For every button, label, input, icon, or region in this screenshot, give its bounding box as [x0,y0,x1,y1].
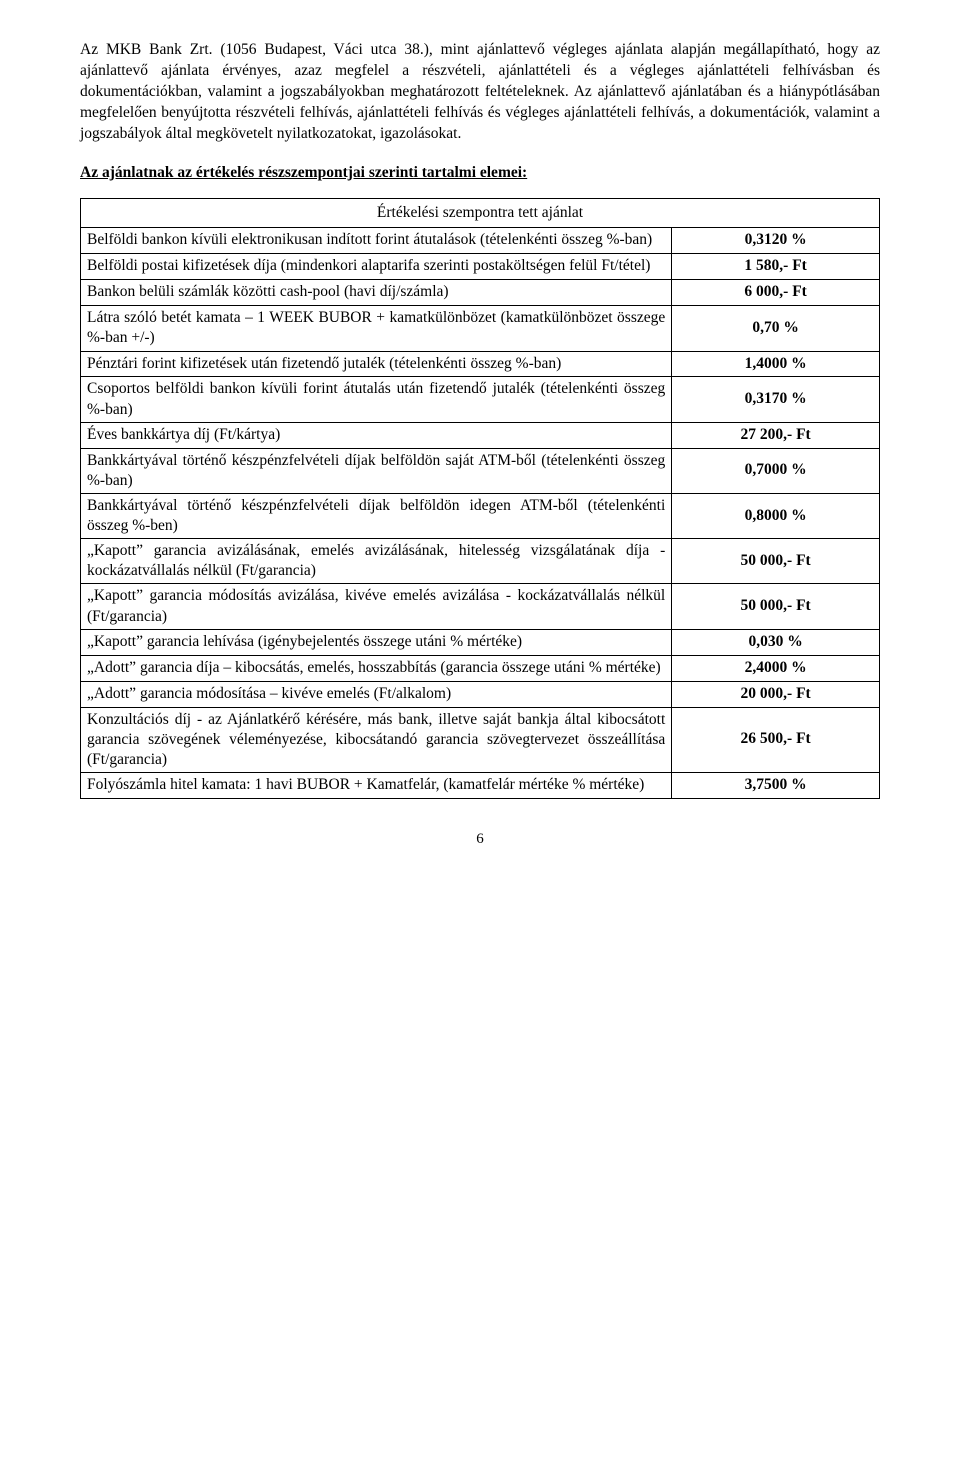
criterion-value: 1,4000 % [672,351,880,377]
criterion-label: Belföldi postai kifizetések díja (minden… [81,254,672,280]
criterion-label: Pénztári forint kifizetések után fizeten… [81,351,672,377]
criterion-label: Belföldi bankon kívüli elektronikusan in… [81,228,672,254]
table-row: Bankkártyával történő készpénzfelvételi … [81,493,880,538]
table-row: „Kapott” garancia avizálásának, emelés a… [81,539,880,584]
criterion-value: 0,70 % [672,306,880,351]
criterion-value: 50 000,- Ft [672,584,880,629]
criterion-value: 2,4000 % [672,655,880,681]
criterion-value: 0,7000 % [672,448,880,493]
table-header-text: Értékelési szempontra tett ajánlat [377,204,583,221]
table-row: Csoportos belföldi bankon kívüli forint … [81,377,880,422]
table-row: „Kapott” garancia módosítás avizálása, k… [81,584,880,629]
criterion-label: Konzultációs díj - az Ajánlatkérő kérésé… [81,707,672,772]
table-row: „Adott” garancia díja – kibocsátás, emel… [81,655,880,681]
table-row: Belföldi bankon kívüli elektronikusan in… [81,228,880,254]
criterion-value: 0,8000 % [672,493,880,538]
criterion-value: 0,030 % [672,629,880,655]
evaluation-subheading: Az ajánlatnak az értékelés részszempontj… [80,163,880,184]
table-row: Konzultációs díj - az Ajánlatkérő kérésé… [81,707,880,772]
criterion-value: 6 000,- Ft [672,280,880,306]
criterion-label: Látra szóló betét kamata – 1 WEEK BUBOR … [81,306,672,351]
table-row: Bankon belüli számlák közötti cash-pool … [81,280,880,306]
criterion-label: „Kapott” garancia lehívása (igénybejelen… [81,629,672,655]
table-row: Látra szóló betét kamata – 1 WEEK BUBOR … [81,306,880,351]
intro-text: Az MKB Bank Zrt. (1056 Budapest, Váci ut… [80,41,880,142]
table-row: Pénztári forint kifizetések után fizeten… [81,351,880,377]
criterion-value: 0,3170 % [672,377,880,422]
criterion-label: Bankkártyával történő készpénzfelvételi … [81,493,672,538]
criterion-value: 1 580,- Ft [672,254,880,280]
criterion-label: Bankkártyával történő készpénzfelvételi … [81,448,672,493]
table-row: Éves bankkártya díj (Ft/kártya)27 200,- … [81,422,880,448]
page-number: 6 [80,829,880,849]
criterion-value: 20 000,- Ft [672,681,880,707]
evaluation-table: Értékelési szempontra tett ajánlat Belfö… [80,198,880,799]
table-row: Folyószámla hitel kamata: 1 havi BUBOR +… [81,772,880,798]
criterion-value: 50 000,- Ft [672,539,880,584]
criterion-value: 26 500,- Ft [672,707,880,772]
table-header-cell: Értékelési szempontra tett ajánlat [81,198,880,228]
table-row: Belföldi postai kifizetések díja (minden… [81,254,880,280]
criterion-value: 3,7500 % [672,772,880,798]
table-row: Bankkártyával történő készpénzfelvételi … [81,448,880,493]
criterion-label: Csoportos belföldi bankon kívüli forint … [81,377,672,422]
intro-paragraph: Az MKB Bank Zrt. (1056 Budapest, Váci ut… [80,40,880,145]
criterion-value: 27 200,- Ft [672,422,880,448]
criterion-label: „Kapott” garancia módosítás avizálása, k… [81,584,672,629]
criterion-label: Folyószámla hitel kamata: 1 havi BUBOR +… [81,772,672,798]
criterion-value: 0,3120 % [672,228,880,254]
table-row: „Kapott” garancia lehívása (igénybejelen… [81,629,880,655]
criterion-label: „Adott” garancia módosítása – kivéve eme… [81,681,672,707]
criterion-label: Bankon belüli számlák közötti cash-pool … [81,280,672,306]
criterion-label: Éves bankkártya díj (Ft/kártya) [81,422,672,448]
criterion-label: „Adott” garancia díja – kibocsátás, emel… [81,655,672,681]
table-row: „Adott” garancia módosítása – kivéve eme… [81,681,880,707]
criterion-label: „Kapott” garancia avizálásának, emelés a… [81,539,672,584]
